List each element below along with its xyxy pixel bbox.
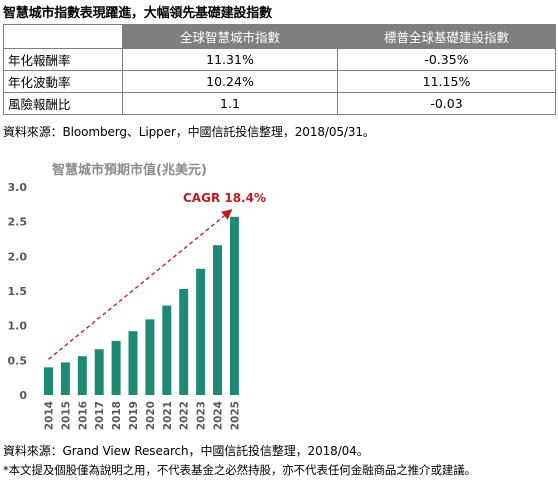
table-row: 年化波動率 10.24% 11.15% — [3, 70, 556, 93]
table-header-cell: 全球智慧城市指數 — [122, 24, 338, 49]
bar — [229, 216, 239, 395]
bar-series — [44, 216, 239, 395]
table-cell: -0.03 — [337, 92, 556, 115]
row-label: 年化波動率 — [3, 70, 123, 93]
bar — [128, 331, 138, 395]
bar — [179, 288, 189, 395]
chart-title: 智慧城市預期市值(兆美元) — [52, 162, 207, 178]
market-value-chart: 智慧城市預期市值(兆美元) 00.51.01.52.02.53.0 2014 20… — [8, 162, 267, 430]
bar — [162, 305, 172, 395]
y-tick-label: 1.0 — [8, 320, 28, 333]
x-axis: 2014 2015 2016 2017 2018 2019 2020 2021 2022 2023… — [44, 401, 242, 430]
disclaimer-note: *本文提及個股僅為說明之用，不代表基金之必然持股，亦不代表任何金融商品之推介或建… — [3, 463, 477, 477]
x-tick-label: 2019 — [128, 401, 140, 430]
y-tick-label: 1.5 — [8, 285, 28, 298]
x-tick-label: 2017 — [94, 401, 106, 430]
x-tick-label: 2014 — [44, 401, 56, 430]
x-tick-label: 2015 — [60, 401, 72, 430]
table-cell: 11.15% — [337, 70, 556, 93]
x-tick-label: 2018 — [111, 401, 123, 430]
x-tick-label: 2024 — [213, 401, 225, 430]
bar — [145, 319, 155, 395]
table-header-cell: 標普全球基礎建設指數 — [337, 24, 556, 49]
x-tick-label: 2022 — [179, 401, 191, 430]
y-tick-label: 2.5 — [8, 216, 28, 229]
table-cell: 11.31% — [122, 48, 338, 71]
bar — [196, 268, 206, 395]
y-tick-label: 0 — [19, 389, 27, 402]
row-label: 風險報酬比 — [3, 92, 123, 115]
x-tick-label: 2023 — [196, 401, 208, 430]
y-tick-label: 3.0 — [8, 181, 28, 194]
bar — [213, 245, 222, 395]
table-source-note: 資料來源：Bloomberg、Lipper，中國信託投信整理，2018/05/3… — [3, 125, 375, 139]
row-label: 年化報酬率 — [3, 48, 123, 71]
x-tick-label: 2021 — [162, 401, 174, 430]
table-cell: 10.24% — [122, 70, 338, 93]
page-title: 智慧城市指數表現躍進，大幅領先基礎建設指數 — [3, 6, 272, 21]
chart-source-note: 資料來源：Grand View Research，中國信託投信整理，2018/0… — [3, 444, 369, 458]
x-tick-label: 2016 — [77, 401, 89, 430]
table-row: 年化報酬率 11.31% -0.35% — [3, 48, 556, 71]
y-tick-label: 0.5 — [8, 354, 28, 367]
table-header-cell — [3, 24, 123, 49]
table-cell: -0.35% — [337, 48, 556, 71]
table-cell: 1.1 — [122, 92, 338, 115]
y-axis: 0 0.5 1.0 1.5 2.0 2.5 3.0 — [8, 181, 28, 402]
table-header-row: 全球智慧城市指數 標普全球基礎建設指數 — [3, 24, 556, 49]
x-tick-label: 2025 — [229, 401, 241, 430]
table-row: 風險報酬比 1.1 -0.03 — [3, 92, 556, 115]
y-tick-label: 2.0 — [8, 250, 28, 263]
cagr-label: CAGR 18.4% — [183, 191, 266, 205]
performance-table: 全球智慧城市指數 標普全球基礎建設指數 年化報酬率 11.31% -0.35% … — [3, 24, 556, 115]
bar — [111, 340, 121, 395]
bar — [44, 367, 53, 395]
bar — [60, 362, 70, 395]
bar — [94, 349, 104, 395]
x-tick-label: 2020 — [145, 401, 157, 430]
bar — [77, 356, 87, 395]
